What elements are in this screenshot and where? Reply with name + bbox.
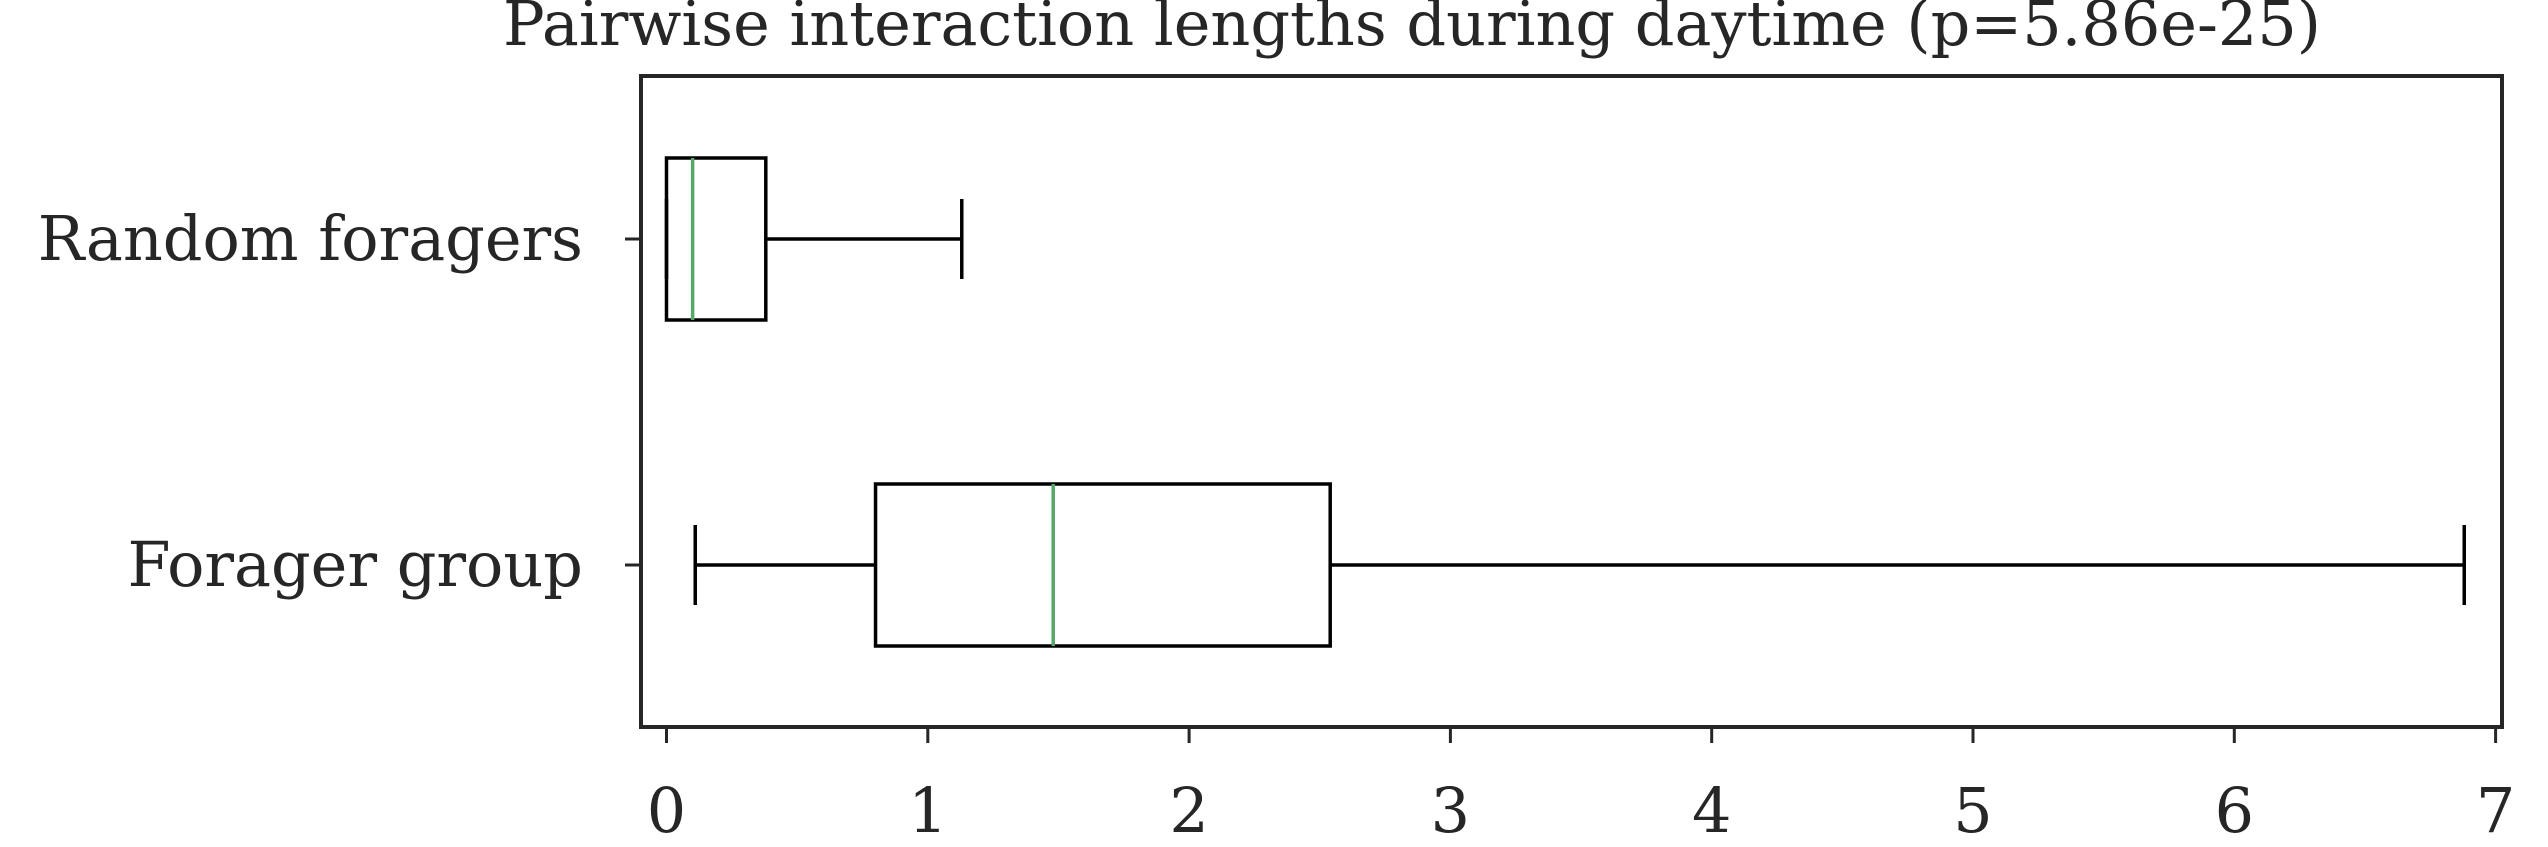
box-group [693,482,2466,648]
x-tick-label: 1 [908,774,947,847]
box-group [664,156,964,322]
box-iqr [873,482,1332,648]
y-tick-label: Forager group [127,528,583,601]
box-iqr [664,156,768,322]
x-tick-label: 0 [647,774,686,847]
x-axis: 0 1 2 3 4 5 6 7 [647,727,2515,847]
x-tick-label: 6 [2215,774,2254,847]
y-axis: Random foragers Forager group [38,202,641,601]
x-tick-label: 2 [1169,774,1208,847]
chart-title: Pairwise interaction lengths during dayt… [503,0,2321,60]
x-tick-label: 3 [1431,774,1470,847]
y-tick-label: Random foragers [38,202,583,275]
plot-area [664,156,2466,648]
x-tick-label: 4 [1692,774,1731,847]
axes-frame [639,74,2504,729]
x-tick-label: 7 [2476,774,2515,847]
x-tick-label: 5 [1953,774,1992,847]
